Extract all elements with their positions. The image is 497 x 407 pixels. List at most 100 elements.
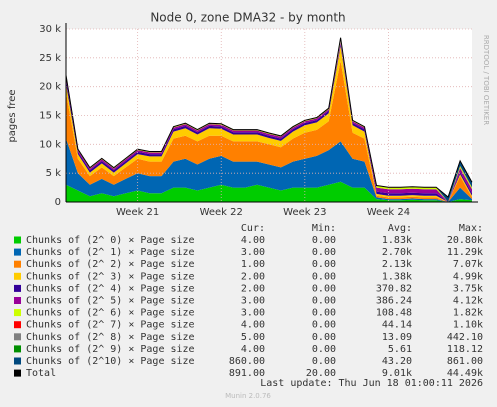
stat-value: 442.10	[447, 332, 483, 343]
y-tick-label: 30 k	[39, 24, 61, 35]
stat-value: 386.24	[376, 296, 412, 307]
side-note: RRDTOOL / TOBI OETIKER	[482, 35, 490, 125]
stat-value: 4.00	[241, 344, 265, 355]
y-tick-label: 0	[55, 197, 61, 208]
stat-value: 861.00	[447, 356, 483, 367]
stats-header: Avg:	[388, 223, 412, 234]
area	[66, 181, 472, 202]
legend-label: Total	[26, 368, 56, 379]
y-axis-label: pages free	[7, 89, 18, 142]
stat-value: 44.14	[382, 320, 412, 331]
total-line	[65, 37, 473, 198]
stat-value: 891.00	[229, 368, 265, 379]
chart-title: Node 0, zone DMA32 - by month	[150, 11, 345, 25]
stat-value: 108.48	[376, 308, 412, 319]
area	[66, 138, 472, 202]
stats-header: Cur:	[241, 223, 265, 234]
legend-swatch	[14, 248, 21, 256]
stat-value: 2.00	[241, 283, 265, 294]
stat-value: 5.61	[388, 344, 412, 355]
stat-value: 0.00	[312, 320, 336, 331]
stats-header: Max:	[459, 223, 483, 234]
legend-label: Chunks of (2^10) × Page size	[26, 356, 195, 367]
area	[66, 46, 472, 202]
legend-label: Chunks of (2^ 7) × Page size	[26, 320, 195, 331]
legend-label: Chunks of (2^ 4) × Page size	[26, 283, 195, 294]
legend-swatch	[14, 236, 21, 244]
stat-value: 0.00	[312, 271, 336, 282]
y-tick-label: 10 k	[39, 139, 61, 150]
stat-value: 0.00	[312, 235, 336, 246]
stat-value: 4.12k	[453, 296, 483, 307]
legend-label: Chunks of (2^ 6) × Page size	[26, 308, 195, 319]
stat-value: 3.00	[241, 247, 265, 258]
y-tick-label: 20 k	[39, 82, 61, 93]
stat-value: 13.09	[382, 332, 412, 343]
stat-value: 0.00	[312, 308, 336, 319]
stat-value: 118.12	[447, 344, 483, 355]
x-tick-label: Week 24	[367, 207, 410, 218]
stat-value: 44.49k	[447, 368, 483, 379]
legend-label: Chunks of (2^ 9) × Page size	[26, 344, 195, 355]
legend-swatch	[14, 357, 21, 365]
stat-value: 2.13k	[382, 259, 412, 270]
legend-swatch	[14, 369, 21, 377]
stat-value: 0.00	[312, 332, 336, 343]
legend-swatch	[14, 333, 21, 341]
stat-value: 1.10k	[453, 320, 483, 331]
legend-label: Chunks of (2^ 1) × Page size	[26, 247, 195, 258]
stat-value: 0.00	[312, 283, 336, 294]
stat-value: 20.00	[306, 368, 336, 379]
stat-value: 1.83k	[382, 235, 412, 246]
stat-value: 370.82	[376, 283, 412, 294]
y-tick-label: 25 k	[39, 53, 61, 64]
stat-value: 2.00	[241, 271, 265, 282]
version: Munin 2.0.76	[225, 392, 271, 400]
legend-swatch	[14, 321, 21, 329]
y-tick-label: 15 k	[39, 111, 61, 122]
area	[66, 44, 472, 202]
stat-value: 0.00	[312, 344, 336, 355]
stat-value: 4.00	[241, 235, 265, 246]
stat-value: 0.00	[312, 259, 336, 270]
stat-value: 4.99k	[453, 271, 483, 282]
stat-value: 1.38k	[382, 271, 412, 282]
x-tick-label: Week 21	[116, 207, 159, 218]
legend-swatch	[14, 345, 21, 353]
legend-label: Chunks of (2^ 2) × Page size	[26, 259, 195, 270]
stat-value: 11.29k	[447, 247, 483, 258]
stat-value: 3.00	[241, 296, 265, 307]
stat-value: 3.00	[241, 308, 265, 319]
stat-value: 1.82k	[453, 308, 483, 319]
stat-value: 4.00	[241, 320, 265, 331]
stat-value: 1.00	[241, 259, 265, 270]
legend-swatch	[14, 284, 21, 292]
legend-swatch	[14, 272, 21, 280]
stat-value: 3.75k	[453, 283, 483, 294]
stat-value: 0.00	[312, 247, 336, 258]
stat-value: 7.07k	[453, 259, 483, 270]
stat-value: 0.00	[312, 356, 336, 367]
area	[66, 60, 472, 203]
stat-value: 43.20	[382, 356, 412, 367]
stat-value: 9.01k	[382, 368, 412, 379]
y-tick-label: 5 k	[46, 168, 62, 179]
legend-label: Chunks of (2^ 0) × Page size	[26, 235, 195, 246]
legend-label: Chunks of (2^ 3) × Page size	[26, 271, 195, 282]
legend-label: Chunks of (2^ 8) × Page size	[26, 332, 195, 343]
stat-value: 0.00	[312, 296, 336, 307]
legend-swatch	[14, 297, 21, 304]
stat-value: 2.70k	[382, 247, 412, 258]
stat-value: 5.00	[241, 332, 265, 343]
legend-swatch	[14, 309, 21, 317]
x-tick-label: Week 23	[283, 207, 326, 218]
stat-value: 860.00	[229, 356, 265, 367]
legend-label: Chunks of (2^ 5) × Page size	[26, 296, 195, 307]
stat-value: 20.80k	[447, 235, 483, 246]
legend-swatch	[14, 260, 21, 268]
footer: Last update: Thu Jun 18 01:00:11 2026	[260, 378, 483, 389]
stats-header: Min:	[312, 223, 336, 234]
x-tick-label: Week 22	[200, 207, 243, 218]
